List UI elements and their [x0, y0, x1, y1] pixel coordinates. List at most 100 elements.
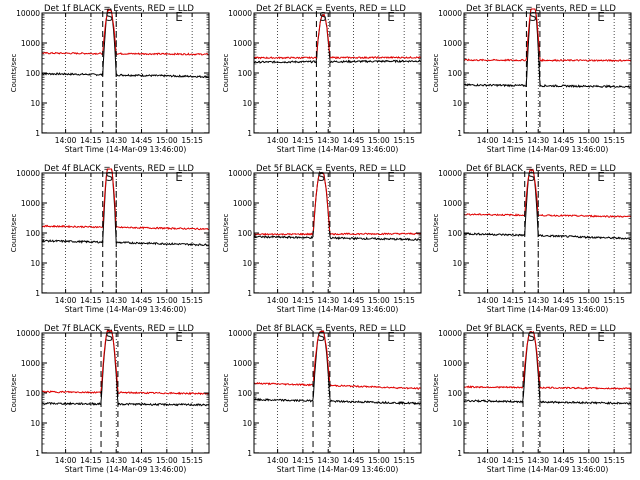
- x-axis-label: Start Time (14-Mar-09 13:46:00): [65, 305, 187, 314]
- x-tick-label: 14:45: [553, 136, 575, 145]
- end-marker-label: E: [597, 330, 605, 344]
- y-tick-label: 1000: [233, 39, 252, 48]
- x-axis-label: Start Time (14-Mar-09 13:46:00): [487, 465, 609, 474]
- y-tick-label: 1000: [443, 39, 462, 48]
- x-tick-label: 14:15: [80, 136, 102, 145]
- end-marker-label: E: [175, 10, 183, 24]
- start-marker-label: S: [529, 10, 537, 24]
- y-tick-label: 1000: [21, 359, 40, 368]
- y-axis-label: Counts/sec: [432, 214, 440, 253]
- x-tick-label: 14:45: [131, 136, 153, 145]
- x-tick-label: 14:15: [292, 296, 314, 305]
- x-tick-label: 15:15: [181, 296, 203, 305]
- panel-title: Det 8f BLACK = Events, RED = LLD: [256, 324, 406, 334]
- y-tick-label: 10: [452, 419, 462, 428]
- events-series-line: [41, 329, 210, 407]
- y-tick-label: 10: [242, 99, 252, 108]
- x-tick-label: 14:30: [105, 296, 127, 305]
- x-axis-label: Start Time (14-Mar-09 13:46:00): [277, 305, 399, 314]
- y-tick-label: 1000: [233, 359, 252, 368]
- panel-title: Det 4f BLACK = Events, RED = LLD: [44, 164, 194, 174]
- x-tick-label: 14:45: [343, 456, 365, 465]
- events-series-line: [463, 8, 631, 89]
- y-tick-label: 10000: [438, 169, 462, 178]
- y-tick-label: 1: [35, 289, 40, 298]
- x-tick-label: 14:00: [477, 136, 499, 145]
- end-marker-label: E: [387, 170, 395, 184]
- y-tick-label: 10000: [228, 329, 252, 338]
- x-tick-label: 14:15: [292, 456, 314, 465]
- x-tick-label: 14:30: [527, 456, 549, 465]
- x-tick-label: 14:00: [477, 456, 499, 465]
- lld-series-line: [41, 329, 209, 396]
- x-tick-label: 14:15: [80, 456, 102, 465]
- start-marker-label: S: [319, 10, 327, 24]
- x-tick-label: 15:00: [156, 456, 178, 465]
- panel-title: Det 6f BLACK = Events, RED = LLD: [466, 164, 616, 174]
- x-tick-label: 14:45: [131, 456, 153, 465]
- events-series-line: [41, 8, 209, 79]
- y-tick-label: 1: [247, 129, 252, 138]
- plot-frame: [463, 12, 632, 134]
- start-marker-label: S: [527, 330, 535, 344]
- plot-frame: [463, 332, 632, 454]
- events-series-line: [463, 330, 632, 405]
- lld-series-line: [463, 168, 631, 218]
- x-tick-label: 14:30: [317, 136, 339, 145]
- y-tick-label: 10: [452, 259, 462, 268]
- lld-series-line: [41, 9, 209, 56]
- x-tick-label: 14:30: [527, 136, 549, 145]
- panel-title: Det 1f BLACK = Events, RED = LLD: [44, 4, 194, 14]
- lld-series-line: [253, 171, 422, 237]
- start-marker-label: S: [105, 10, 113, 24]
- y-tick-label: 1: [457, 289, 462, 298]
- end-marker-label: E: [597, 170, 605, 184]
- x-tick-label: 15:00: [368, 296, 390, 305]
- events-series-line: [253, 330, 421, 406]
- y-tick-label: 100: [238, 69, 253, 78]
- y-tick-label: 100: [26, 69, 41, 78]
- y-tick-label: 100: [448, 69, 463, 78]
- lld-series-line: [253, 13, 421, 60]
- x-tick-label: 15:00: [368, 136, 390, 145]
- y-tick-label: 100: [448, 229, 463, 238]
- y-tick-label: 10: [452, 99, 462, 108]
- x-tick-label: 14:15: [502, 296, 524, 305]
- y-tick-label: 10000: [16, 169, 40, 178]
- x-tick-label: 14:45: [553, 456, 575, 465]
- x-tick-label: 15:15: [603, 296, 625, 305]
- x-tick-label: 14:45: [131, 296, 153, 305]
- y-tick-label: 10000: [228, 169, 252, 178]
- end-marker-label: E: [175, 330, 183, 344]
- end-marker-label: E: [597, 10, 605, 24]
- start-marker-label: S: [317, 330, 325, 344]
- y-axis-label: Counts/sec: [432, 54, 440, 93]
- y-axis-label: Counts/sec: [222, 214, 230, 253]
- plot-frame: [463, 172, 632, 294]
- x-tick-label: 14:00: [55, 296, 77, 305]
- end-marker-label: E: [387, 10, 395, 24]
- x-tick-label: 14:00: [55, 456, 77, 465]
- x-tick-label: 15:15: [181, 456, 203, 465]
- y-axis-label: Counts/sec: [432, 374, 440, 413]
- panel-title: Det 2f BLACK = Events, RED = LLD: [256, 4, 406, 14]
- x-tick-label: 14:30: [527, 296, 549, 305]
- x-tick-label: 14:00: [267, 456, 289, 465]
- y-tick-label: 10: [242, 419, 252, 428]
- y-tick-label: 10: [30, 259, 40, 268]
- start-marker-label: S: [317, 170, 325, 184]
- y-axis-label: Counts/sec: [222, 54, 230, 93]
- y-tick-label: 1000: [21, 199, 40, 208]
- x-tick-label: 14:45: [343, 296, 365, 305]
- panel-title: Det 7f BLACK = Events, RED = LLD: [44, 324, 194, 334]
- x-tick-label: 15:00: [156, 296, 178, 305]
- y-tick-label: 1: [247, 289, 252, 298]
- panel-title: Det 3f BLACK = Events, RED = LLD: [466, 4, 616, 14]
- x-axis-label: Start Time (14-Mar-09 13:46:00): [487, 145, 609, 154]
- y-tick-label: 1000: [21, 39, 40, 48]
- start-marker-label: S: [105, 330, 113, 344]
